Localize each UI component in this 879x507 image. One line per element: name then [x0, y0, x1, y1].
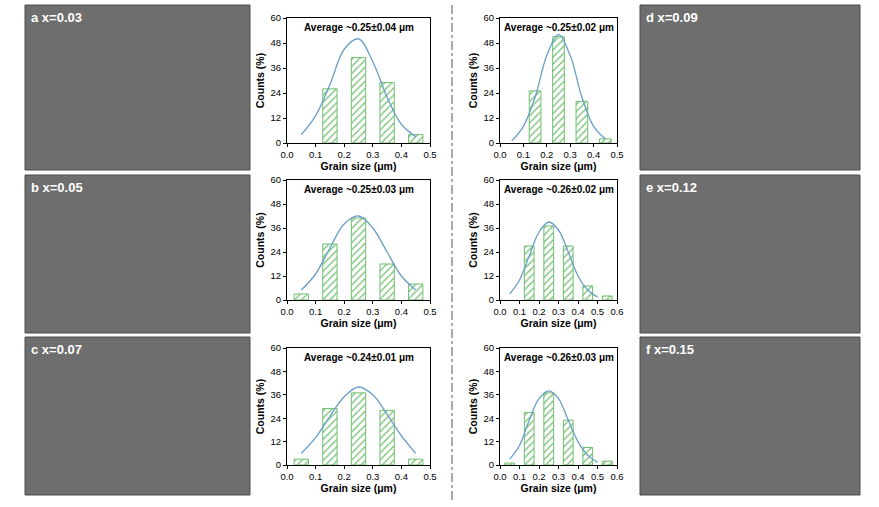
svg-text:0.2: 0.2 — [540, 149, 553, 160]
svg-text:a x=0.03: a x=0.03 — [31, 10, 82, 25]
svg-text:Average ~0.25±0.04 μm: Average ~0.25±0.04 μm — [304, 22, 414, 33]
svg-text:0.5: 0.5 — [610, 149, 623, 160]
svg-text:0.4: 0.4 — [395, 471, 408, 482]
svg-text:Grain size (μm): Grain size (μm) — [521, 317, 597, 329]
svg-text:Counts (%): Counts (%) — [467, 379, 479, 434]
svg-text:0.4: 0.4 — [571, 306, 584, 317]
svg-text:60: 60 — [271, 12, 282, 23]
svg-text:d x=0.09: d x=0.09 — [646, 10, 698, 25]
svg-text:48: 48 — [271, 37, 282, 48]
svg-text:48: 48 — [484, 366, 495, 377]
svg-text:0.1: 0.1 — [309, 306, 322, 317]
svg-text:24: 24 — [484, 413, 495, 424]
svg-text:Counts (%): Counts (%) — [254, 379, 266, 434]
svg-text:0.3: 0.3 — [552, 471, 565, 482]
svg-text:0.6: 0.6 — [610, 306, 623, 317]
svg-text:12: 12 — [484, 436, 495, 447]
svg-text:60: 60 — [271, 342, 282, 353]
svg-text:0.4: 0.4 — [395, 149, 408, 160]
svg-text:0.3: 0.3 — [366, 306, 379, 317]
svg-text:Counts (%): Counts (%) — [467, 53, 479, 108]
svg-text:e x=0.12: e x=0.12 — [646, 180, 697, 195]
svg-text:24: 24 — [484, 87, 495, 98]
svg-text:0.4: 0.4 — [571, 471, 584, 482]
svg-text:36: 36 — [484, 389, 495, 400]
svg-text:0: 0 — [489, 294, 494, 305]
svg-text:0.4: 0.4 — [395, 306, 408, 317]
svg-text:Counts (%): Counts (%) — [254, 212, 266, 267]
svg-text:36: 36 — [484, 62, 495, 73]
svg-text:36: 36 — [271, 389, 282, 400]
svg-text:b x=0.05: b x=0.05 — [31, 180, 83, 195]
svg-text:0: 0 — [276, 294, 281, 305]
svg-text:Grain size (μm): Grain size (μm) — [521, 160, 597, 172]
svg-text:f x=0.15: f x=0.15 — [646, 342, 694, 357]
svg-text:36: 36 — [484, 222, 495, 233]
svg-text:12: 12 — [271, 436, 282, 447]
svg-text:0.1: 0.1 — [309, 149, 322, 160]
svg-text:0.0: 0.0 — [493, 306, 506, 317]
svg-text:0: 0 — [276, 459, 281, 470]
svg-text:Grain size (μm): Grain size (μm) — [521, 482, 597, 494]
svg-text:0.2: 0.2 — [532, 471, 545, 482]
svg-text:Grain size (μm): Grain size (μm) — [321, 317, 397, 329]
svg-text:0.5: 0.5 — [423, 149, 436, 160]
svg-text:0.3: 0.3 — [552, 306, 565, 317]
svg-text:0.1: 0.1 — [517, 149, 530, 160]
svg-text:Grain size (μm): Grain size (μm) — [321, 160, 397, 172]
svg-text:0.0: 0.0 — [493, 471, 506, 482]
svg-text:0.2: 0.2 — [338, 149, 351, 160]
svg-text:0.3: 0.3 — [366, 471, 379, 482]
svg-text:12: 12 — [484, 112, 495, 123]
svg-text:0.1: 0.1 — [513, 306, 526, 317]
svg-text:0: 0 — [276, 137, 281, 148]
svg-text:0.3: 0.3 — [366, 149, 379, 160]
svg-text:Average ~0.26±0.02 μm: Average ~0.26±0.02 μm — [504, 184, 614, 195]
svg-text:60: 60 — [271, 174, 282, 185]
svg-text:24: 24 — [271, 87, 282, 98]
svg-text:48: 48 — [271, 198, 282, 209]
svg-text:0.6: 0.6 — [610, 471, 623, 482]
svg-text:12: 12 — [271, 270, 282, 281]
svg-text:0.0: 0.0 — [280, 149, 293, 160]
svg-text:24: 24 — [484, 246, 495, 257]
svg-text:0.5: 0.5 — [423, 306, 436, 317]
svg-text:0.1: 0.1 — [309, 471, 322, 482]
svg-text:0.5: 0.5 — [591, 306, 604, 317]
svg-text:0.3: 0.3 — [564, 149, 577, 160]
svg-text:0.5: 0.5 — [591, 471, 604, 482]
svg-text:0.1: 0.1 — [513, 471, 526, 482]
svg-text:0.0: 0.0 — [280, 306, 293, 317]
svg-text:0.4: 0.4 — [587, 149, 600, 160]
svg-text:48: 48 — [271, 366, 282, 377]
svg-text:Counts (%): Counts (%) — [467, 212, 479, 267]
svg-text:60: 60 — [484, 342, 495, 353]
svg-text:Counts (%): Counts (%) — [254, 53, 266, 108]
svg-text:0: 0 — [489, 137, 494, 148]
svg-text:0.0: 0.0 — [280, 471, 293, 482]
svg-text:24: 24 — [271, 246, 282, 257]
svg-text:0.2: 0.2 — [338, 306, 351, 317]
svg-text:36: 36 — [271, 62, 282, 73]
svg-text:36: 36 — [271, 222, 282, 233]
svg-text:24: 24 — [271, 413, 282, 424]
svg-text:60: 60 — [484, 174, 495, 185]
svg-text:Grain size (μm): Grain size (μm) — [321, 482, 397, 494]
svg-text:60: 60 — [484, 12, 495, 23]
svg-text:Average ~0.25±0.02 μm: Average ~0.25±0.02 μm — [504, 22, 614, 33]
svg-text:0.2: 0.2 — [338, 471, 351, 482]
svg-text:0.2: 0.2 — [532, 306, 545, 317]
svg-text:c x=0.07: c x=0.07 — [31, 342, 82, 357]
svg-text:0.5: 0.5 — [423, 471, 436, 482]
svg-text:Average ~0.24±0.01 μm: Average ~0.24±0.01 μm — [304, 352, 414, 363]
svg-text:Average ~0.26±0.03 μm: Average ~0.26±0.03 μm — [504, 352, 614, 363]
svg-text:48: 48 — [484, 37, 495, 48]
svg-text:0.0: 0.0 — [493, 149, 506, 160]
svg-text:12: 12 — [271, 112, 282, 123]
svg-text:12: 12 — [484, 270, 495, 281]
svg-text:Average ~0.25±0.03 μm: Average ~0.25±0.03 μm — [304, 184, 414, 195]
svg-text:0: 0 — [489, 459, 494, 470]
svg-text:48: 48 — [484, 198, 495, 209]
